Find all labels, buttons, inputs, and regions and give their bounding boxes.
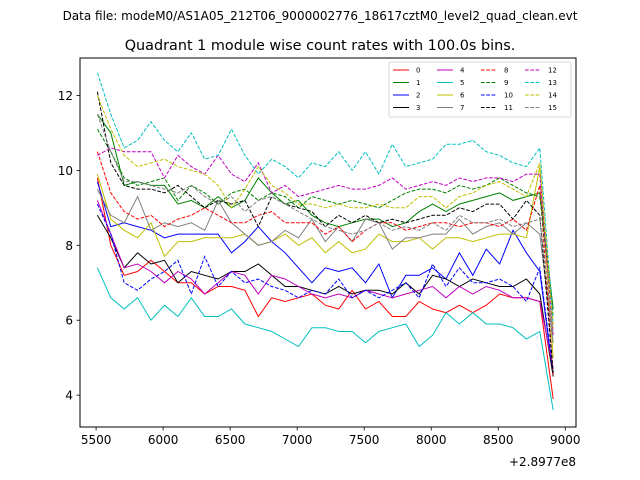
legend-label-14: 14: [548, 92, 557, 100]
x-tick-label: 9000: [550, 433, 581, 447]
x-tick-label: 6500: [215, 433, 246, 447]
legend-label-6: 6: [460, 92, 465, 100]
legend-label-4: 4: [460, 67, 465, 75]
x-tick-label: 7000: [282, 433, 313, 447]
y-tick-label: 4: [65, 389, 73, 403]
x-tick-label: 7500: [349, 433, 380, 447]
legend-label-11: 11: [504, 104, 513, 112]
series-line-11: [96, 91, 554, 373]
x-tick-label: 5500: [81, 433, 112, 447]
figure-suptitle: Data file: modeM0/AS1A05_212T06_90000027…: [63, 9, 578, 23]
legend-label-9: 9: [504, 79, 508, 87]
legend-label-7: 7: [460, 104, 464, 112]
x-offset-label: +2.8977e8: [509, 455, 576, 469]
x-tick-label: 8000: [416, 433, 447, 447]
series-line-12: [97, 147, 554, 336]
axes-frame: [79, 57, 577, 428]
axes-background: [80, 58, 576, 427]
y-tick-label: 6: [65, 314, 73, 328]
x-tick-label: 8500: [483, 433, 514, 447]
series-line-15: [96, 114, 554, 336]
legend-label-3: 3: [416, 104, 420, 112]
x-tick-label: 6000: [148, 433, 179, 447]
y-tick-label: 12: [58, 89, 73, 103]
legend-label-0: 0: [416, 67, 420, 75]
series-line-4: [96, 200, 554, 369]
legend-label-1: 1: [416, 79, 420, 87]
series-line-10: [96, 203, 554, 373]
legend-frame: [388, 61, 572, 118]
series-line-0: [96, 177, 554, 399]
series-line-9: [96, 128, 554, 317]
chart-title: Quadrant 1 module wise count rates with …: [125, 38, 516, 54]
series-line-2: [96, 181, 554, 377]
series-line-14: [96, 95, 554, 328]
series-line-6: [96, 166, 554, 358]
series-line-5: [96, 267, 554, 411]
legend-label-8: 8: [504, 67, 508, 75]
legend-label-12: 12: [548, 67, 557, 75]
series-line-13: [96, 72, 554, 325]
plot-area: [80, 58, 576, 427]
series-line-7: [96, 188, 554, 343]
series-layer: [96, 72, 554, 411]
y-tick-label: 8: [65, 239, 73, 253]
y-tick-label: 10: [58, 164, 73, 178]
series-line-1: [96, 113, 554, 310]
legend-label-2: 2: [416, 92, 420, 100]
legend-label-15: 15: [548, 104, 557, 112]
legend-label-5: 5: [460, 79, 464, 87]
legend-label-10: 10: [504, 92, 513, 100]
legend-label-13: 13: [548, 79, 557, 87]
